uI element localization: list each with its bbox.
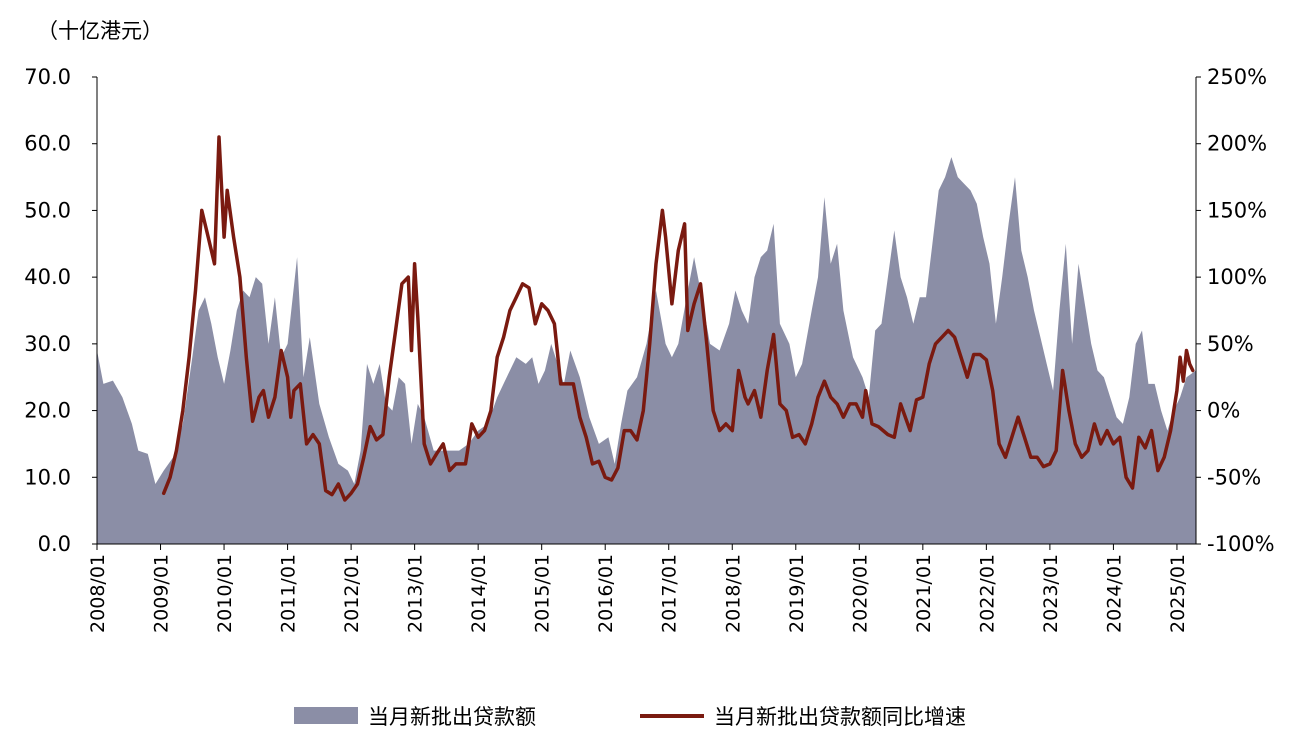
legend-label-line: 当月新批出贷款额同比增速 xyxy=(714,705,966,729)
legend-label-area: 当月新批出贷款额 xyxy=(368,705,536,729)
x-tick-label: 2014/01 xyxy=(468,554,490,633)
x-tick-label: 2010/01 xyxy=(214,554,236,633)
legend-swatch-area xyxy=(294,707,358,724)
right-tick-label: 0% xyxy=(1207,399,1240,423)
x-tick-label: 2022/01 xyxy=(976,554,998,633)
right-tick-label: 200% xyxy=(1207,132,1267,156)
left-tick-label: 30.0 xyxy=(24,332,71,356)
x-tick-label: 2024/01 xyxy=(1103,554,1125,633)
line-layer xyxy=(161,135,1195,502)
left-tick-label: 70.0 xyxy=(24,65,71,89)
x-tick-label: 2025/01 xyxy=(1167,554,1189,633)
x-tick-label: 2013/01 xyxy=(405,554,427,633)
x-tick-label: 2017/01 xyxy=(659,554,681,633)
right-tick-label: 100% xyxy=(1207,265,1267,289)
x-tick-label: 2020/01 xyxy=(849,554,871,633)
left-tick-label: 0.0 xyxy=(38,532,71,556)
x-tick-label: 2008/01 xyxy=(87,554,109,633)
left-tick-label: 50.0 xyxy=(24,198,71,222)
right-tick-label: 50% xyxy=(1207,332,1254,356)
x-tick-label: 2018/01 xyxy=(722,554,744,633)
axes-layer: 0.0 10.0 20.0 30.0 40.0 50.0 60.0 70.0 -100% -50%… xyxy=(24,65,1274,633)
left-tick-label: 20.0 xyxy=(24,399,71,423)
right-tick-label: -50% xyxy=(1207,465,1261,489)
area-series-new-loans xyxy=(97,157,1196,544)
x-tick-label: 2023/01 xyxy=(1040,554,1062,633)
left-tick-label: 60.0 xyxy=(24,132,71,156)
line-series-yoy-growth xyxy=(161,135,1195,502)
right-tick-label: -100% xyxy=(1207,532,1275,556)
x-tick-label: 2016/01 xyxy=(595,554,617,633)
x-tick-label: 2015/01 xyxy=(532,554,554,633)
x-tick-label: 2019/01 xyxy=(786,554,808,633)
x-tick-label: 2012/01 xyxy=(341,554,363,633)
x-tick-label: 2021/01 xyxy=(913,554,935,633)
legend: 当月新批出贷款额 当月新批出贷款额同比增速 xyxy=(294,705,966,729)
x-tick-label: 2009/01 xyxy=(151,554,173,633)
unit-label: （十亿港元） xyxy=(37,19,163,43)
left-tick-label: 40.0 xyxy=(24,265,71,289)
right-tick-label: 150% xyxy=(1207,198,1267,222)
left-tick-label: 10.0 xyxy=(24,465,71,489)
right-tick-label: 250% xyxy=(1207,65,1267,89)
x-tick-label: 2011/01 xyxy=(278,554,300,633)
area-layer xyxy=(97,157,1196,544)
